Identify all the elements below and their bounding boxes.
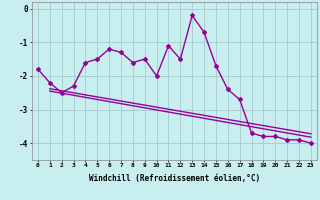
X-axis label: Windchill (Refroidissement éolien,°C): Windchill (Refroidissement éolien,°C): [89, 174, 260, 183]
